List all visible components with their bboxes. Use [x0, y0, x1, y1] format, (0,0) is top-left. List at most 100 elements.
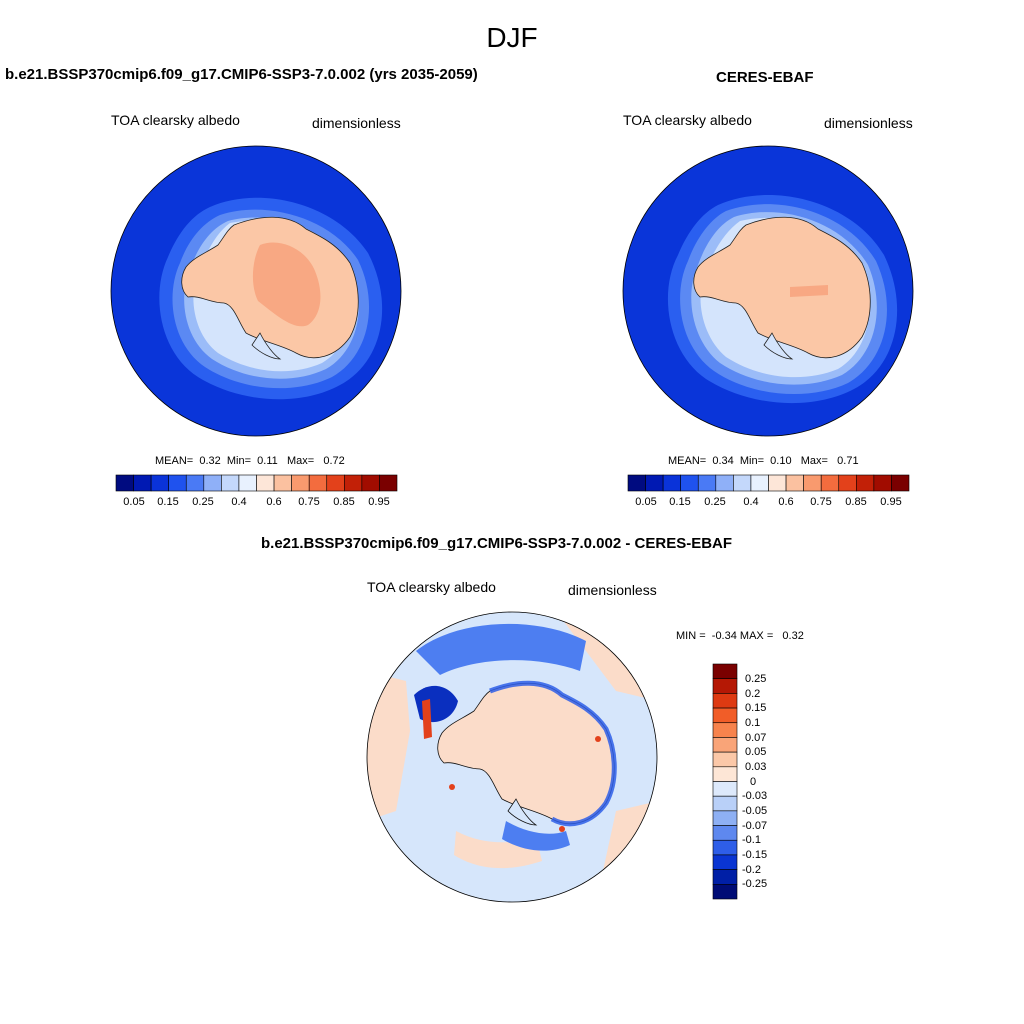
tick-label: 0.6: [778, 496, 794, 508]
colorbar-swatch: [803, 474, 822, 492]
tick-label: -0.1: [742, 834, 761, 846]
obs-colorbar: [627, 474, 910, 492]
tick-label: 0.1: [745, 717, 761, 729]
tick-label: 0.85: [845, 496, 867, 508]
tick-label: 0.25: [704, 496, 726, 508]
coastal-positive-spot: [422, 699, 432, 739]
diff-units-label: dimensionless: [568, 582, 657, 598]
tick-label: 0.25: [192, 496, 214, 508]
diff-negative-band-south: [502, 821, 570, 851]
season-title: DJF: [486, 22, 538, 53]
colorbar-swatch: [768, 474, 787, 492]
tick-label: 0.4: [231, 496, 247, 508]
coastal-positive-spot: [595, 736, 601, 742]
model-stats: MEAN= 0.32 Min= 0.11 Max= 0.72: [155, 455, 345, 467]
colorbar-swatch: [133, 474, 152, 492]
diff-positive-patch-west: [367, 671, 410, 821]
colorbar-swatch: [712, 737, 738, 753]
tick-label: 0.07: [745, 732, 767, 744]
colorbar-swatch: [203, 474, 222, 492]
tick-label: 0.4: [743, 496, 759, 508]
colorbar-swatch: [256, 474, 275, 492]
diff-negative-band-north: [416, 623, 586, 675]
ice-plateau-band: [790, 285, 828, 297]
colorbar-swatch: [891, 474, 910, 492]
tick-label: 0.25: [745, 673, 767, 685]
colorbar-swatch: [238, 474, 257, 492]
tick-label: 0.2: [745, 688, 761, 700]
tick-label: -0.07: [742, 820, 768, 832]
colorbar-swatch: [291, 474, 310, 492]
tick-label: -0.03: [742, 790, 768, 802]
colorbar-swatch: [750, 474, 769, 492]
tick-label: 0.75: [810, 496, 832, 508]
tick-label: 0.05: [635, 496, 657, 508]
obs-stats: MEAN= 0.34 Min= 0.10 Max= 0.71: [668, 455, 859, 467]
colorbar-swatch: [697, 474, 717, 492]
ross-sea-notch: [251, 332, 282, 360]
obs-polar-map: [622, 145, 914, 437]
colorbar-swatch: [712, 707, 738, 724]
colorbar-swatch: [712, 839, 738, 856]
colorbar-swatch: [856, 474, 875, 492]
colorbar-swatch: [712, 795, 738, 812]
diff-stats: MIN = -0.34 MAX = 0.32: [676, 630, 804, 642]
diff-colorbar: [712, 663, 738, 900]
colorbar-swatch: [150, 474, 169, 492]
colorbar-swatch: [873, 474, 892, 492]
colorbar-swatch: [838, 474, 857, 492]
colorbar-swatch: [712, 884, 738, 900]
ice-plateau-high: [252, 242, 321, 327]
colorbar-swatch: [712, 869, 738, 885]
colorbar-swatch: [115, 474, 134, 492]
tick-label: -0.05: [742, 805, 768, 817]
coastal-positive-spot: [449, 784, 455, 790]
tick-label: -0.2: [742, 864, 761, 876]
model-variable-label: TOA clearsky albedo: [111, 112, 240, 128]
colorbar-swatch: [221, 474, 240, 492]
colorbar-swatch: [712, 678, 738, 694]
colorbar-swatch: [645, 474, 664, 492]
colorbar-swatch: [680, 474, 699, 492]
ross-sea-notch: [507, 798, 538, 826]
model-units-label: dimensionless: [312, 115, 401, 131]
colorbar-swatch: [715, 474, 734, 492]
colorbar-swatch: [168, 474, 187, 492]
colorbar-swatch: [326, 474, 345, 492]
colorbar-swatch: [712, 766, 738, 782]
diff-polar-map: [366, 611, 658, 903]
obs-panel-title: CERES-EBAF: [716, 69, 814, 86]
colorbar-swatch: [662, 474, 681, 492]
colorbar-swatch: [785, 474, 804, 492]
model-panel-title: b.e21.BSSP370cmip6.f09_g17.CMIP6-SSP3-7.…: [5, 66, 478, 83]
tick-label: 0.15: [157, 496, 179, 508]
model-colorbar: [115, 474, 398, 492]
colorbar-swatch: [185, 474, 205, 492]
colorbar-swatch: [820, 474, 840, 492]
tick-label: 0.95: [880, 496, 902, 508]
colorbar-swatch: [712, 663, 738, 679]
tick-label: 0.15: [669, 496, 691, 508]
colorbar-swatch: [379, 474, 398, 492]
colorbar-swatch: [712, 781, 738, 797]
colorbar-swatch: [712, 810, 738, 826]
tick-label: 0.05: [745, 746, 767, 758]
tick-label: 0.95: [368, 496, 390, 508]
obs-units-label: dimensionless: [824, 115, 913, 131]
tick-label: -0.25: [742, 878, 768, 890]
colorbar-swatch: [344, 474, 363, 492]
coastal-negative-fringe: [489, 680, 617, 827]
colorbar-swatch: [712, 722, 738, 738]
colorbar-swatch: [361, 474, 380, 492]
diff-variable-label: TOA clearsky albedo: [367, 579, 496, 595]
ross-sea-notch: [763, 332, 794, 360]
tick-label: 0.03: [745, 761, 767, 773]
colorbar-swatch: [273, 474, 292, 492]
colorbar-swatch: [712, 751, 738, 768]
obs-variable-label: TOA clearsky albedo: [623, 112, 752, 128]
colorbar-swatch: [308, 474, 328, 492]
tick-label: 0.05: [123, 496, 145, 508]
tick-label: 0.6: [266, 496, 282, 508]
colorbar-swatch: [712, 854, 738, 870]
diff-panel-title: b.e21.BSSP370cmip6.f09_g17.CMIP6-SSP3-7.…: [261, 535, 733, 552]
